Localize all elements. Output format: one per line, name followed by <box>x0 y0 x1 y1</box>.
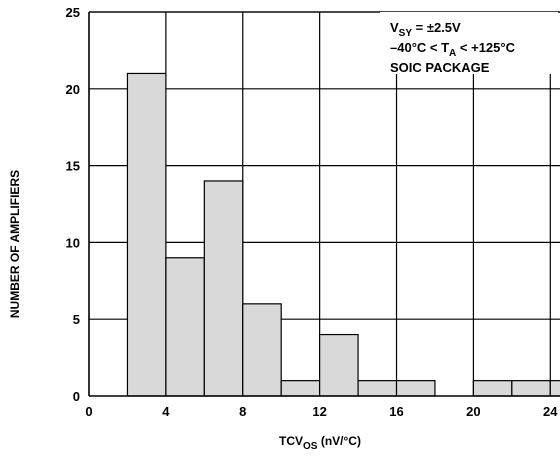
x-tick-label: 24 <box>543 404 558 419</box>
histogram-bar <box>511 380 551 397</box>
y-tick-label: 15 <box>66 159 80 174</box>
histogram-bar <box>165 257 205 397</box>
annotation-line-1: VSY = ±2.5V <box>390 20 461 39</box>
histogram-bar <box>395 380 436 397</box>
y-tick-label: 10 <box>66 235 80 250</box>
x-tick-label: 12 <box>312 404 326 419</box>
annotation-line-3: SOIC PACKAGE <box>390 60 490 75</box>
x-tick-label: 0 <box>85 404 92 419</box>
annotation-line-2: –40°C < TA < +125°C <box>390 40 516 59</box>
y-tick-label: 0 <box>73 389 80 404</box>
histogram-bar <box>472 380 513 397</box>
histogram-bars <box>126 72 560 397</box>
tick-labels: 05101520250481216202428323640 <box>66 5 559 419</box>
histogram-bar <box>549 380 560 397</box>
histogram-bar <box>242 303 282 397</box>
x-tick-label: 20 <box>466 404 480 419</box>
x-tick-label: 4 <box>162 404 170 419</box>
histogram-bar <box>126 72 167 397</box>
x-tick-label: 8 <box>239 404 246 419</box>
x-axis-title: TCVOS (nV/°C) <box>279 434 361 452</box>
y-tick-label: 20 <box>66 82 80 97</box>
y-tick-label: 25 <box>66 5 80 20</box>
x-tick-label: 16 <box>389 404 403 419</box>
histogram-bar <box>203 180 244 397</box>
annotation-box <box>380 12 558 74</box>
histogram-bar <box>280 380 321 397</box>
y-axis-title: NUMBER OF AMPLIFIERS <box>8 170 22 318</box>
histogram-bar <box>357 380 398 397</box>
y-tick-label: 5 <box>73 312 80 327</box>
histogram-bar <box>319 333 359 397</box>
